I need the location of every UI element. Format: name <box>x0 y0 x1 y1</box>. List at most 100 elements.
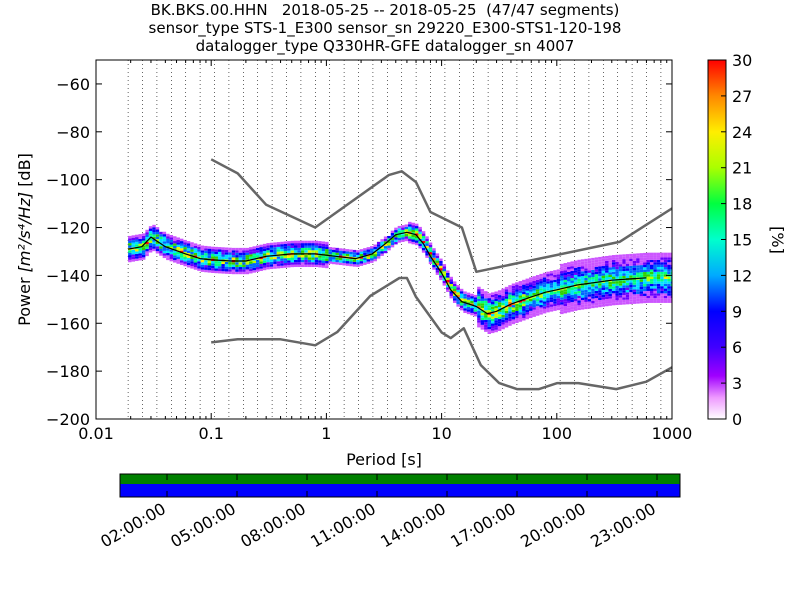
heatmap-cell <box>363 262 367 265</box>
heatmap-cell <box>546 274 550 277</box>
heatmap-cell <box>152 243 156 247</box>
heatmap-cell <box>553 284 557 287</box>
heatmap-cell <box>477 325 481 328</box>
heatmap-cell <box>128 245 132 248</box>
heatmap-cell <box>217 256 222 260</box>
heatmap-cell <box>311 240 315 244</box>
heatmap-cell <box>487 307 491 311</box>
heatmap-cell <box>490 330 495 334</box>
heatmap-cell <box>155 227 160 230</box>
heatmap-cell <box>425 253 429 256</box>
heatmap-cell <box>152 224 156 228</box>
heatmap-cell <box>549 292 554 295</box>
heatmap-cell <box>428 249 433 253</box>
heatmap-cell <box>128 238 132 241</box>
heatmap-cell <box>245 271 250 275</box>
heatmap-cell <box>629 287 633 290</box>
heatmap-cell <box>394 230 398 233</box>
heatmap-cell <box>183 244 187 248</box>
heatmap-cell <box>653 269 657 272</box>
heatmap-cell <box>411 237 415 240</box>
heatmap-cell <box>632 272 637 276</box>
heatmap-cell <box>466 292 471 295</box>
title-line-1: BK.BKS.00.HHN 2018-05-25 -- 2018-05-25 (… <box>150 1 620 19</box>
heatmap-cell <box>259 249 263 252</box>
heatmap-cell <box>204 245 208 249</box>
heatmap-cell <box>553 298 557 302</box>
heatmap-cell <box>522 313 526 316</box>
heatmap-cell <box>335 262 339 265</box>
heatmap-cell <box>221 254 225 257</box>
heatmap-cell <box>148 245 153 248</box>
heatmap-cell <box>622 290 626 293</box>
heatmap-cell <box>556 295 561 299</box>
heatmap-cell <box>535 303 540 307</box>
heatmap-cell <box>439 258 443 261</box>
heatmap-cell <box>611 257 616 260</box>
heatmap-cell <box>629 296 633 300</box>
heatmap-cell <box>300 255 305 258</box>
heatmap-cell <box>501 317 505 320</box>
heatmap-cell <box>380 246 384 249</box>
heatmap-cell <box>542 279 547 283</box>
heatmap-cell <box>224 269 229 272</box>
heatmap-cell <box>560 268 564 272</box>
heatmap-cell <box>508 294 512 298</box>
heatmap-cell <box>653 286 657 289</box>
heatmap-cell <box>287 255 291 258</box>
heatmap-cell <box>411 239 415 242</box>
heatmap-cell <box>131 237 136 241</box>
heatmap-cell <box>594 264 599 267</box>
heatmap-cell <box>622 297 626 300</box>
heatmap-cell <box>608 291 612 294</box>
heatmap-cell <box>494 296 498 299</box>
heatmap-cell <box>439 265 443 269</box>
heatmap-cell <box>656 252 661 256</box>
heatmap-cell <box>276 244 281 247</box>
heatmap-cell <box>487 324 491 327</box>
heatmap-cell <box>204 260 208 263</box>
heatmap-cell <box>155 239 160 242</box>
heatmap-cell <box>408 229 412 232</box>
heatmap-cell <box>314 245 319 248</box>
heatmap-cell <box>283 241 288 244</box>
heatmap-cell <box>428 256 433 260</box>
heatmap-cell <box>193 252 198 256</box>
heatmap-cell <box>252 251 256 254</box>
heatmap-cell <box>660 281 664 284</box>
heatmap-cell <box>539 307 543 310</box>
heatmap-cell <box>508 309 512 312</box>
heatmap-cell <box>504 301 509 304</box>
heatmap-cell <box>190 244 194 248</box>
heatmap-cell <box>594 293 599 296</box>
heatmap-cell <box>148 233 153 236</box>
heatmap-cell <box>490 313 495 317</box>
heatmap-cell <box>300 245 305 248</box>
heatmap-cell <box>573 272 578 275</box>
heatmap-cell <box>290 264 295 268</box>
heatmap-cell <box>480 320 485 323</box>
heatmap-cell <box>615 264 619 267</box>
heatmap-cell <box>601 263 606 267</box>
heatmap-cell <box>484 300 488 304</box>
heatmap-cell <box>587 263 592 266</box>
heatmap-cell <box>615 257 619 260</box>
heatmap-cell <box>135 244 139 247</box>
heatmap-cell <box>546 283 550 287</box>
heatmap-cell <box>501 298 505 301</box>
y-tick-label: −60 <box>56 75 90 94</box>
heatmap-cell <box>525 297 530 301</box>
heatmap-cell <box>646 295 650 299</box>
heatmap-cell <box>535 308 540 311</box>
heatmap-cell <box>135 258 139 262</box>
heatmap-cell <box>663 255 668 258</box>
heatmap-cell <box>190 259 194 262</box>
heatmap-cell <box>280 248 284 252</box>
heatmap-cell <box>269 245 274 248</box>
heatmap-cell <box>183 261 187 264</box>
heatmap-cell <box>387 238 391 241</box>
timeline-coverage-bar <box>120 474 680 484</box>
heatmap-cell <box>252 248 256 252</box>
heatmap-cell <box>639 286 644 290</box>
heatmap-cell <box>159 243 163 247</box>
